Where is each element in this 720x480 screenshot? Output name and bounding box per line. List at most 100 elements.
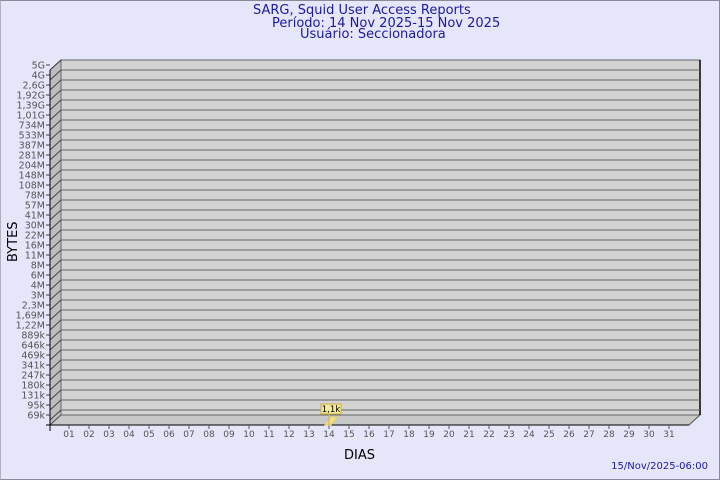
y-tick-label: 148M <box>19 171 45 182</box>
y-tick-label: 247k <box>21 371 45 382</box>
y-tick-label: 30M <box>25 221 45 232</box>
y-tick-label: 1,69M <box>16 311 45 322</box>
grid-line-side <box>49 189 62 201</box>
grid-line-side <box>49 349 62 361</box>
floor <box>48 414 702 426</box>
grid-line-side <box>49 199 62 211</box>
grid-line-side <box>49 249 62 261</box>
x-tick-label: 23 <box>503 430 514 440</box>
x-tick-label: 17 <box>383 430 394 440</box>
x-tick-label: 18 <box>403 430 415 440</box>
x-tick-label: 22 <box>483 430 494 440</box>
grid-line-side <box>49 309 62 321</box>
y-tick-label: 4G <box>32 71 45 82</box>
x-tick-label: 02 <box>83 430 94 440</box>
y-tick-label: 889k <box>21 331 45 342</box>
grid-line-side <box>49 89 62 101</box>
x-tick-label: 20 <box>443 430 455 440</box>
y-tick-label: 204M <box>19 161 45 172</box>
grid-line-side <box>49 79 62 91</box>
chart-user: Usuário: Seccionadora <box>300 27 446 42</box>
y-tick-label: 5G <box>32 61 45 72</box>
y-tick-label: 646k <box>21 341 45 352</box>
chart-title: SARG, Squid User Access Reports <box>253 3 471 18</box>
x-tick-label: 16 <box>363 430 375 440</box>
x-tick-label: 29 <box>623 430 635 440</box>
grid-line-side <box>49 259 62 271</box>
grid-line-side <box>49 279 62 291</box>
x-tick-label: 08 <box>203 430 215 440</box>
y-tick-label: 108M <box>19 181 45 192</box>
grid-line-side <box>49 169 62 181</box>
x-tick-label: 30 <box>643 430 655 440</box>
y-tick-label: 1,01G <box>16 111 45 122</box>
grid-line-side <box>49 119 62 131</box>
grid-line-side <box>49 129 62 141</box>
y-tick-label: 22M <box>25 231 45 242</box>
y-tick-label: 11M <box>25 251 45 262</box>
timestamp: 15/Nov/2025-06:00 <box>611 461 708 472</box>
grid-line-side <box>49 149 62 161</box>
bar-data-label: 1,1k <box>322 405 341 415</box>
chart-period: Período: 14 Nov 2025-15 Nov 2025 <box>272 16 501 31</box>
x-tick-label: 31 <box>663 430 674 440</box>
x-tick-label: 26 <box>563 430 575 440</box>
y-tick-label: 341k <box>21 361 45 372</box>
y-axis-label: BYTES <box>6 221 21 262</box>
bar-label-box <box>320 403 342 415</box>
x-tick-label: 10 <box>243 430 255 440</box>
grid-line-side <box>49 359 62 371</box>
y-tick-label: 41M <box>25 211 45 222</box>
x-tick-label: 24 <box>523 430 535 440</box>
y-tick-label: 180k <box>21 381 45 392</box>
grid-line-side <box>49 269 62 281</box>
x-tick-label: 19 <box>423 430 435 440</box>
y-tick-label: 6M <box>31 271 45 282</box>
grid-line-side <box>49 299 62 311</box>
grid-line-side <box>49 99 62 111</box>
y-tick-label: 533M <box>19 131 45 142</box>
grid-line-side <box>49 289 62 301</box>
x-tick-label: 03 <box>103 430 114 440</box>
y-tick-label: 16M <box>25 241 45 252</box>
y-tick-label: 2,6G <box>23 81 45 92</box>
x-tick-label: 06 <box>163 430 175 440</box>
x-axis-label: DIAS <box>344 448 375 463</box>
y-tick-label: 387M <box>19 141 45 152</box>
grid-line-side <box>49 239 62 251</box>
grid-line-side <box>49 339 62 351</box>
x-tick-label: 14 <box>323 430 335 440</box>
back-wall <box>60 59 701 416</box>
x-tick-label: 25 <box>543 430 554 440</box>
grid-line-side <box>49 369 62 381</box>
x-tick-label: 01 <box>63 430 74 440</box>
y-tick-label: 4M <box>31 281 45 292</box>
x-tick-label: 12 <box>283 430 294 440</box>
grid-line-side <box>49 209 62 221</box>
grid-line-side <box>49 219 62 231</box>
x-tick-label: 27 <box>583 430 594 440</box>
y-tick-label: 1,22M <box>16 321 45 332</box>
x-tick-label: 04 <box>123 430 135 440</box>
y-tick-label: 2,3M <box>22 301 45 312</box>
grid-line-side <box>49 179 62 191</box>
x-tick-label: 07 <box>183 430 194 440</box>
grid-line-side <box>49 69 62 81</box>
grid-line-side <box>49 109 62 121</box>
y-tick-label: 281M <box>19 151 45 162</box>
y-tick-label: 1,39G <box>16 101 45 112</box>
x-tick-label: 13 <box>303 430 314 440</box>
grid-line-side <box>49 389 62 401</box>
grid-line-side <box>49 319 62 331</box>
grid-line-side <box>49 409 62 421</box>
y-tick-label: 734M <box>19 121 45 132</box>
x-tick-label: 28 <box>603 430 615 440</box>
grid-line-side <box>49 159 62 171</box>
grid-line-side <box>49 229 62 241</box>
grid-line-side <box>49 329 62 341</box>
x-tick-label: 15 <box>343 430 354 440</box>
x-tick-label: 09 <box>223 430 235 440</box>
x-tick-label: 11 <box>263 430 274 440</box>
y-tick-label: 131k <box>21 391 45 402</box>
